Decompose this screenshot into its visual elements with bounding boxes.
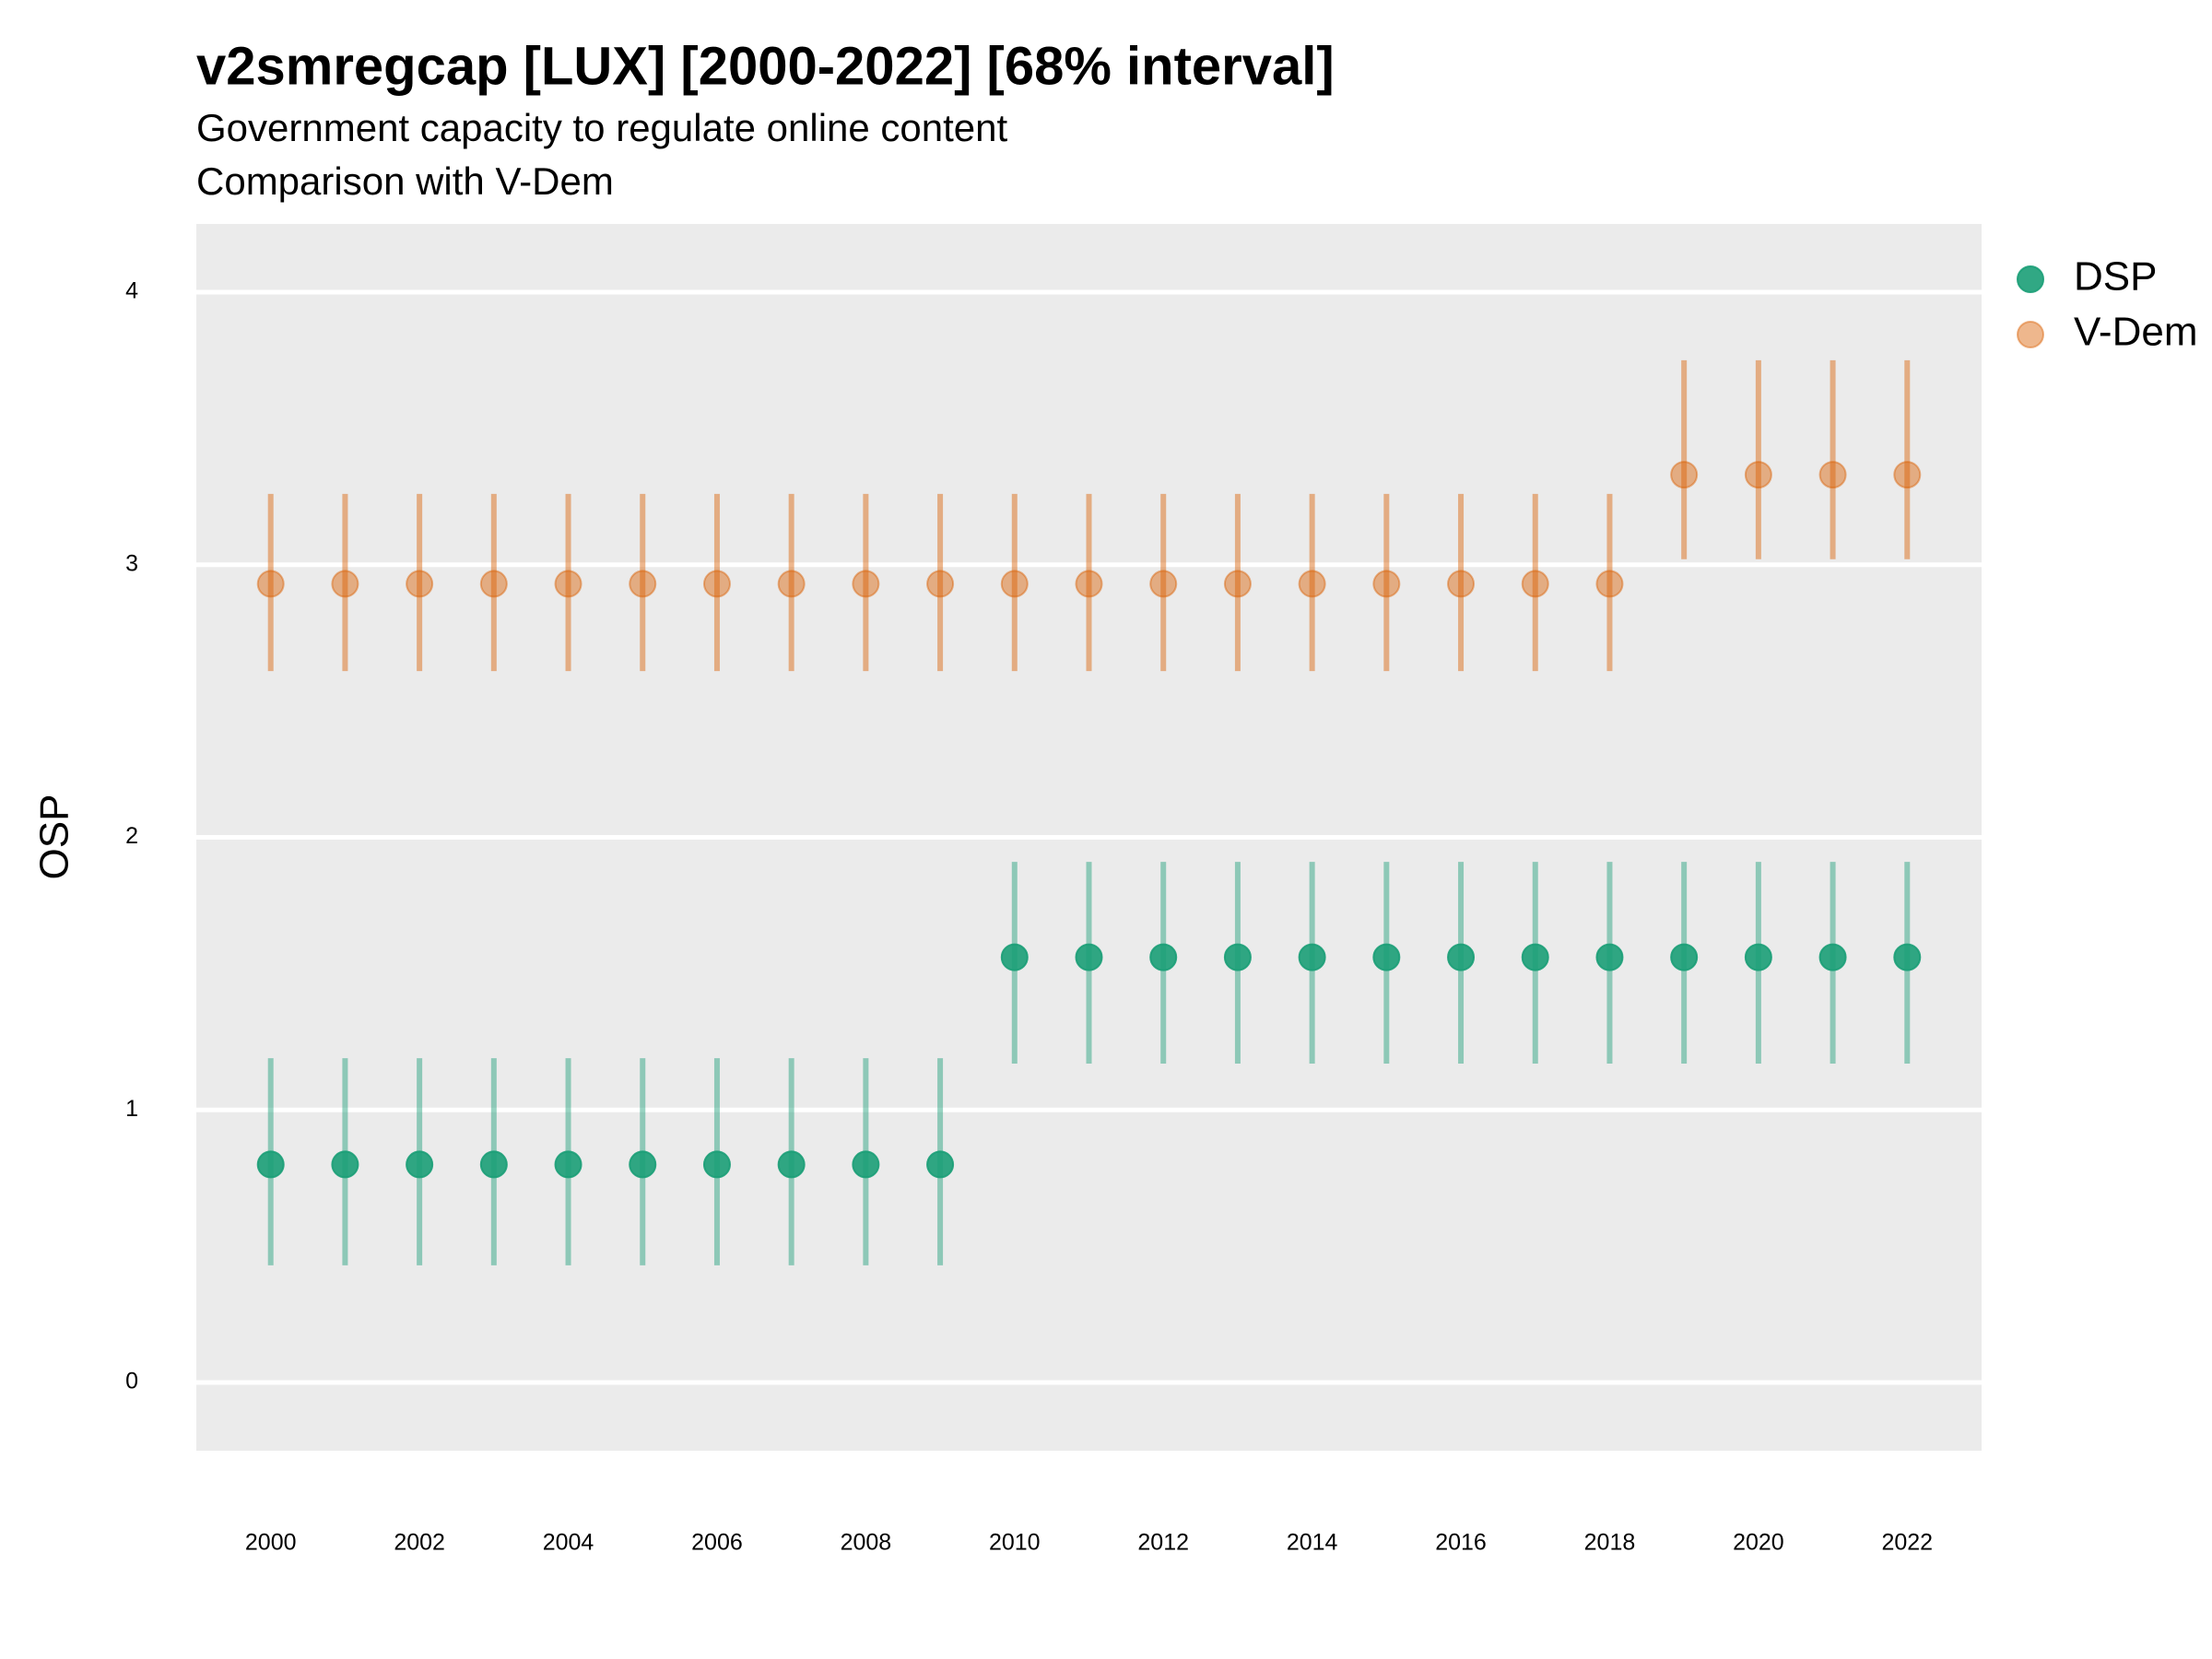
y-axis-label: OSP: [32, 794, 77, 880]
point: [1372, 943, 1401, 971]
point: [1818, 943, 1847, 971]
x-tick-label: 2002: [394, 1530, 445, 1556]
point: [629, 1150, 657, 1179]
x-tick-label: 2012: [1137, 1530, 1189, 1556]
point: [926, 1150, 955, 1179]
point: [554, 570, 582, 598]
point: [1223, 943, 1252, 971]
legend-label: V-Dem: [2074, 310, 2197, 355]
point: [1298, 943, 1326, 971]
point: [331, 570, 359, 598]
point: [406, 1150, 434, 1179]
legend-marker: [2017, 321, 2044, 348]
point: [1447, 570, 1476, 598]
point: [1670, 461, 1699, 489]
point: [1075, 943, 1103, 971]
point: [777, 570, 806, 598]
chart-subtitle: Government capacity to regulate online c…: [196, 106, 1008, 149]
point: [1595, 570, 1624, 598]
y-tick-label: 4: [125, 278, 138, 304]
point: [629, 570, 657, 598]
x-tick-label: 2000: [245, 1530, 297, 1556]
chart-subtitle: Comparison with V-Dem: [196, 159, 614, 203]
point: [1744, 943, 1772, 971]
point: [406, 570, 434, 598]
point: [1521, 570, 1549, 598]
point: [1521, 943, 1549, 971]
point: [1744, 461, 1772, 489]
point: [479, 570, 508, 598]
point: [852, 570, 880, 598]
x-tick-label: 2008: [841, 1530, 892, 1556]
point: [1595, 943, 1624, 971]
y-tick-label: 1: [125, 1096, 138, 1122]
y-tick-label: 3: [125, 550, 138, 576]
point: [702, 570, 731, 598]
point: [331, 1150, 359, 1179]
point: [702, 1150, 731, 1179]
point: [479, 1150, 508, 1179]
point: [1670, 943, 1699, 971]
x-tick-label: 2018: [1584, 1530, 1636, 1556]
chart-title: v2smregcap [LUX] [2000-2022] [68% interv…: [196, 36, 1335, 96]
point: [1893, 943, 1922, 971]
x-tick-label: 2014: [1287, 1530, 1338, 1556]
point: [1893, 461, 1922, 489]
point: [256, 1150, 285, 1179]
point: [256, 570, 285, 598]
x-tick-label: 2016: [1435, 1530, 1487, 1556]
legend-marker: [2017, 265, 2044, 293]
point: [1149, 570, 1178, 598]
point: [1447, 943, 1476, 971]
point: [1372, 570, 1401, 598]
point: [777, 1150, 806, 1179]
y-tick-label: 2: [125, 823, 138, 849]
point: [1298, 570, 1326, 598]
x-tick-label: 2006: [691, 1530, 743, 1556]
point: [1000, 570, 1029, 598]
point: [1149, 943, 1178, 971]
point: [852, 1150, 880, 1179]
point: [1223, 570, 1252, 598]
point: [926, 570, 955, 598]
x-tick-label: 2010: [989, 1530, 1041, 1556]
point: [1818, 461, 1847, 489]
x-tick-label: 2022: [1881, 1530, 1933, 1556]
x-tick-label: 2020: [1733, 1530, 1784, 1556]
x-tick-label: 2004: [543, 1530, 594, 1556]
point: [554, 1150, 582, 1179]
point: [1000, 943, 1029, 971]
point: [1075, 570, 1103, 598]
y-tick-label: 0: [125, 1369, 138, 1394]
legend-label: DSP: [2074, 254, 2157, 300]
